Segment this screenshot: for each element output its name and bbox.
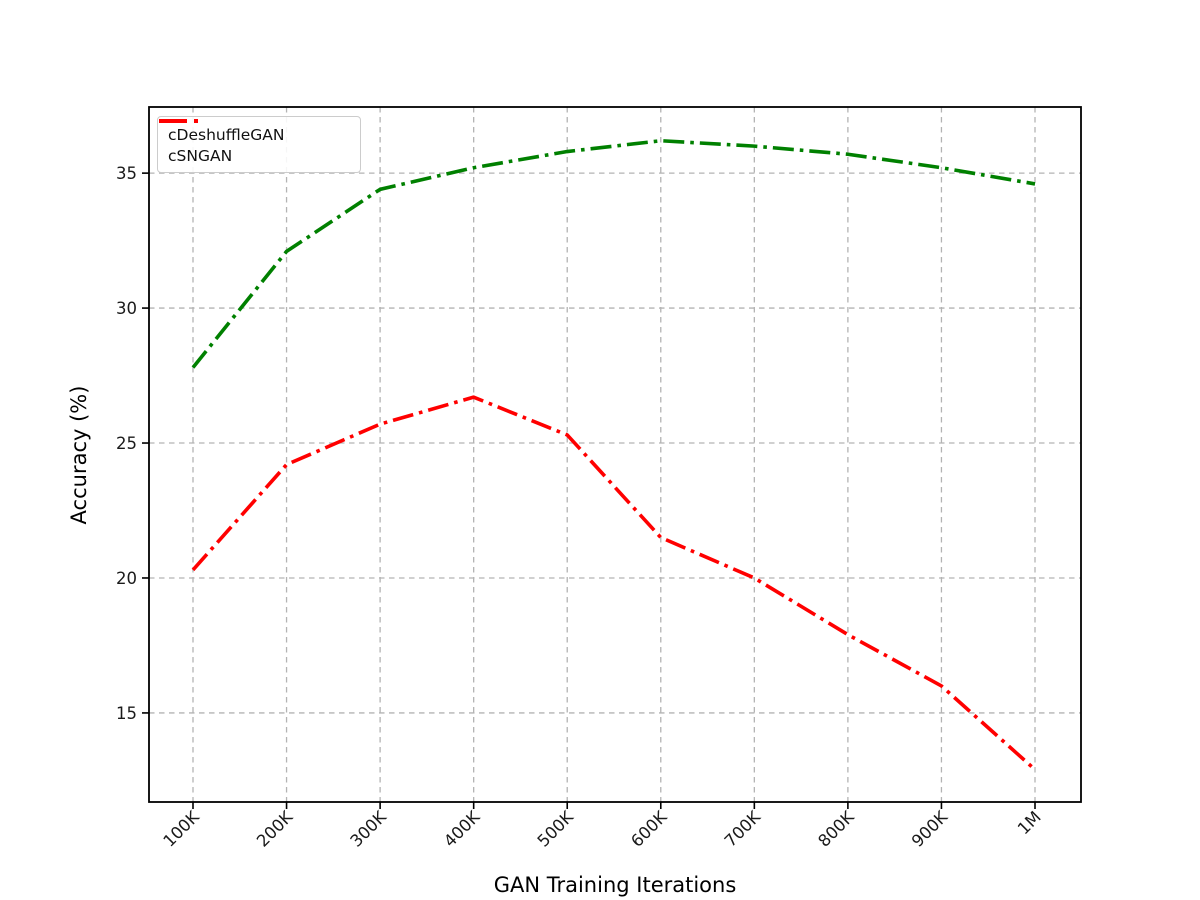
x-tick-label: 100K xyxy=(159,807,203,851)
y-tick-label: 30 xyxy=(116,299,137,318)
x-tick-label: 300K xyxy=(347,807,391,851)
x-tick-label: 1M xyxy=(1014,807,1045,838)
x-tick-label: 200K xyxy=(253,807,297,851)
axes-spines xyxy=(148,106,1082,803)
y-axis-label: Accuracy (%) xyxy=(67,386,91,525)
y-tick-label: 25 xyxy=(116,434,137,453)
x-tick-label: 700K xyxy=(721,807,765,851)
x-axis-label: GAN Training Iterations xyxy=(494,873,737,897)
series-line-cSNGAN xyxy=(191,395,1037,771)
y-tick-label: 15 xyxy=(116,704,137,723)
y-tick-label: 35 xyxy=(116,164,137,183)
legend-item: cDeshuffleGAN xyxy=(159,119,350,145)
x-tick-label: 600K xyxy=(627,807,671,851)
x-tick-label: 400K xyxy=(440,807,484,851)
legend-line-sample xyxy=(159,119,203,123)
y-tick-label: 20 xyxy=(116,569,137,588)
x-tick-label: 900K xyxy=(908,807,952,851)
legend: cDeshuffleGAN cSNGAN xyxy=(157,116,361,173)
legend-label: cSNGAN xyxy=(168,146,233,165)
legend-label: cDeshuffleGAN xyxy=(168,125,285,144)
plot-area: 100K 200K 300K 400K 500K 600K 700K 800K 900K 1M 15… xyxy=(116,106,1082,851)
x-tick-label: 500K xyxy=(534,807,578,851)
series-line-cDeshuffleGAN xyxy=(191,138,1036,369)
x-tick-label: 800K xyxy=(814,807,858,851)
legend-item: cSNGAN xyxy=(159,119,350,166)
